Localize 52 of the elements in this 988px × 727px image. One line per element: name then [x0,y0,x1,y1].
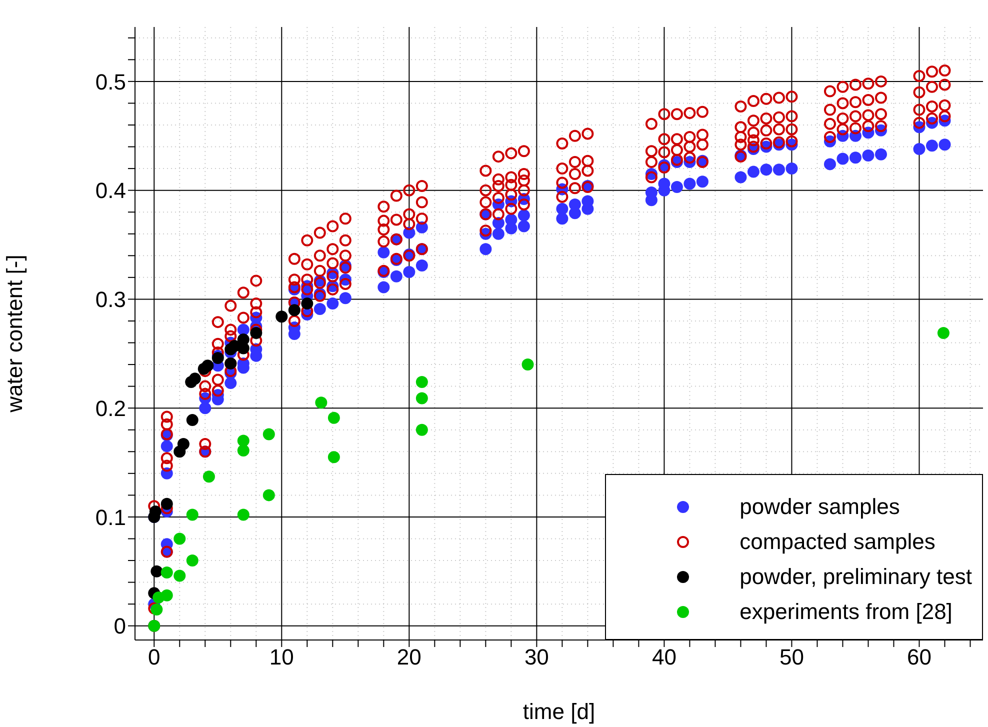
point [288,304,300,316]
x-tick-label: 0 [148,644,160,670]
point [416,376,428,388]
x-axis-title: time [d] [522,699,596,724]
point [177,438,190,450]
point [237,508,250,521]
point [416,392,428,404]
y-tick-label: 0.5 [95,69,126,94]
point [174,532,186,545]
point [174,570,186,582]
point [160,589,173,602]
point [186,414,198,426]
x-tick-label: 30 [524,644,549,670]
point [937,326,950,339]
point [328,451,340,464]
point [188,372,201,385]
point [276,310,288,323]
point [328,412,340,424]
point [150,604,163,616]
point [301,298,314,310]
x-tick-label: 20 [396,644,422,670]
point [202,360,214,372]
point [237,333,250,346]
legend-label: compacted samples [740,528,936,554]
point [262,489,275,502]
legend-label: powder samples [740,494,900,520]
point [416,424,428,436]
point [250,326,262,339]
point [160,566,173,578]
point [237,444,250,457]
point [237,434,250,447]
point [202,470,215,483]
point [186,554,198,567]
y-tick-label: 0.3 [95,287,126,312]
y-axis-title: water content [-] [2,254,27,414]
point [186,508,198,521]
y-tick-label: 0.1 [95,504,126,530]
point [522,358,534,371]
y-tick-label: 0.2 [95,396,126,421]
point [150,565,163,578]
legend-label: experiments from [28] [740,598,952,624]
x-tick-label: 10 [269,644,294,670]
point [262,428,275,440]
legend-label: powder, preliminary test [740,564,972,590]
y-tick-label: 0 [114,614,126,639]
point [160,498,173,510]
point [315,396,328,409]
x-tick-label: 40 [652,644,676,670]
x-tick-label: 60 [907,644,932,670]
y-tick-label: 0.4 [95,178,126,204]
x-tick-label: 50 [779,644,804,670]
point [212,352,224,364]
